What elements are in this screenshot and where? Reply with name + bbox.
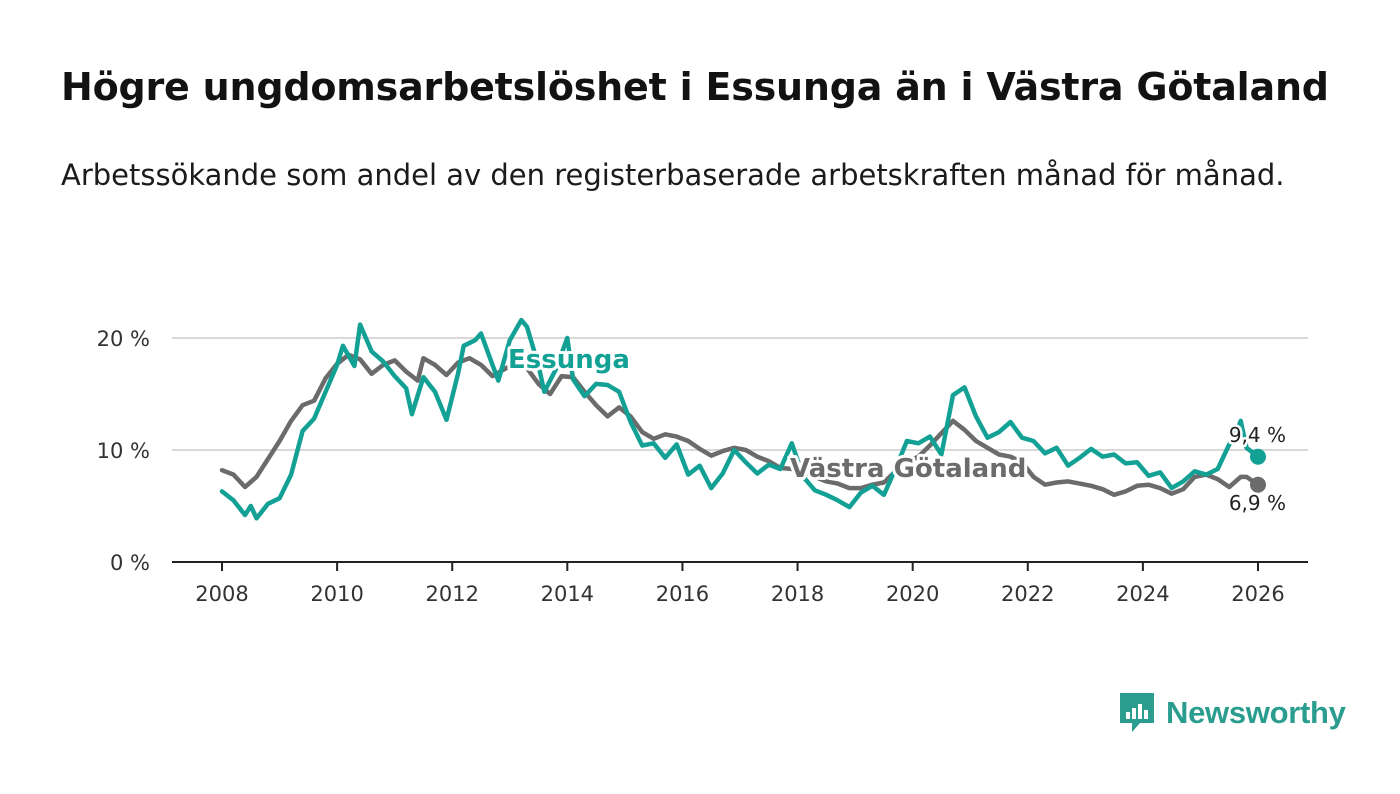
x-tick-label: 2026 [1231,582,1284,606]
line-chart: 0 % 10 % 20 % 2008 2010 2012 2014 2016 2018 2020 2… [97,317,1308,606]
series-line-essunga [219,317,1261,521]
newsworthy-brand[interactable]: Newsworthy [1118,690,1346,736]
x-tick-label: 2022 [1001,582,1054,606]
newsworthy-logo-icon [1120,693,1154,732]
x-tick-label: 2010 [310,582,363,606]
end-point-vastra-gotaland [1250,476,1266,493]
x-tick-label: 2018 [771,582,824,606]
end-point-essunga [1250,448,1266,465]
y-tick-label: 10 % [97,439,150,463]
series-line-vastra-gotaland [219,352,1261,498]
x-tick-label: 2020 [886,582,939,606]
brand-name: Newsworthy [1166,695,1346,730]
x-tick-label: 2016 [656,582,709,606]
chart-subtitle: Arbetssökande som andel av den registerb… [61,158,1285,192]
series-label-vastra-gotaland: Västra Götaland [790,454,1026,484]
x-tick-label: 2012 [425,582,478,606]
x-tick-label: 2014 [541,582,594,606]
x-tick-label: 2008 [195,582,248,606]
y-tick-label: 0 % [110,551,150,575]
x-tick-label: 2024 [1116,582,1169,606]
series-label-essunga: Essunga [508,345,630,375]
end-label-essunga: 9,4 % [1229,423,1286,447]
series-lines [219,317,1266,521]
series-labels: Essunga Västra Götaland 9,4 % 6,9 % [505,342,1289,518]
axes: 0 % 10 % 20 % 2008 2010 2012 2014 2016 2018 2020 2… [97,327,1308,606]
end-label-vastra-gotaland: 6,9 % [1229,491,1286,515]
chart-title: Högre ungdomsarbetslöshet i Essunga än i… [61,65,1329,109]
y-tick-label: 20 % [97,327,150,351]
